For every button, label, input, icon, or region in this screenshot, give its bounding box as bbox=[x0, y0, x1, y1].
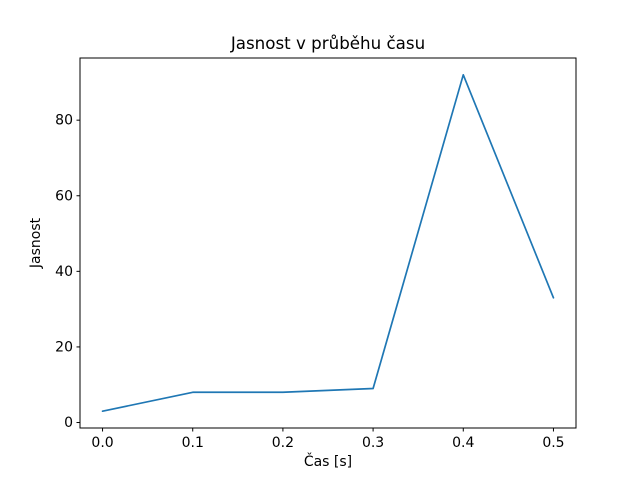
y-tick-label: 60 bbox=[55, 188, 73, 204]
x-axis-label: Čas [s] bbox=[303, 454, 353, 470]
x-tick-label: 0.4 bbox=[452, 435, 474, 451]
x-tick-label: 0.2 bbox=[272, 435, 294, 451]
axes-spines bbox=[79, 57, 577, 429]
chart-title: Jasnost v průběhu času bbox=[230, 33, 426, 53]
series-line bbox=[101, 73, 555, 413]
x-tick-label: 0.0 bbox=[91, 435, 113, 451]
y-tick-label: 20 bbox=[55, 339, 73, 355]
y-tick-label: 0 bbox=[64, 415, 73, 431]
x-tick-label: 0.3 bbox=[362, 435, 384, 451]
x-tick-label: 0.1 bbox=[182, 435, 204, 451]
y-axis-label: Jasnost bbox=[28, 217, 44, 269]
x-tick-label: 0.5 bbox=[542, 435, 564, 451]
y-tick-label: 40 bbox=[55, 264, 73, 280]
y-tick-label: 80 bbox=[55, 113, 73, 129]
